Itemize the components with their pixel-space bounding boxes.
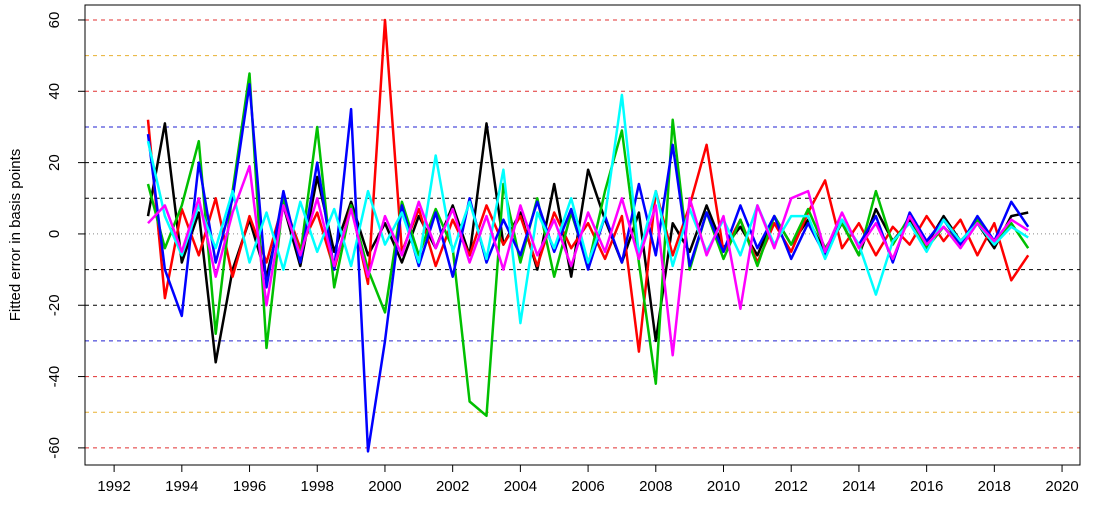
y-tick-label: 0: [46, 230, 63, 238]
x-tick-label: 2006: [571, 478, 604, 495]
plot-frame: [84, 4, 1081, 466]
y-axis-label: Fitted error in basis points: [7, 149, 24, 322]
x-tick-label: 2004: [504, 478, 537, 495]
x-tick-label: 1992: [97, 478, 130, 495]
series-line: [147, 164, 1029, 357]
x-tick-label: 2020: [1045, 478, 1078, 495]
x-tick-label: 1996: [233, 478, 266, 495]
x-tick-label: 2018: [978, 478, 1011, 495]
y-tick-label: -60: [46, 437, 63, 459]
x-tick-label: 1994: [165, 478, 198, 495]
y-tick-label: 40: [46, 83, 63, 100]
x-tick-label: 2000: [368, 478, 401, 495]
x-tick-label: 2012: [775, 478, 808, 495]
x-tick-label: 2016: [910, 478, 943, 495]
series-line: [146, 82, 1030, 453]
x-tick-label: 2002: [436, 478, 469, 495]
series-line: [146, 122, 1029, 364]
x-tick-label: 2010: [707, 478, 740, 495]
x-tick-label: 2014: [842, 478, 875, 495]
x-tick-label: 2008: [639, 478, 672, 495]
y-tick-label: -20: [46, 294, 63, 316]
series-line: [146, 72, 1030, 418]
y-tick-label: 60: [46, 12, 63, 29]
y-tick-label: -40: [46, 366, 63, 388]
series-line: [146, 93, 1029, 325]
series-line: [146, 18, 1030, 353]
x-tick-label: 1998: [301, 478, 334, 495]
y-tick-label: 20: [46, 154, 63, 171]
